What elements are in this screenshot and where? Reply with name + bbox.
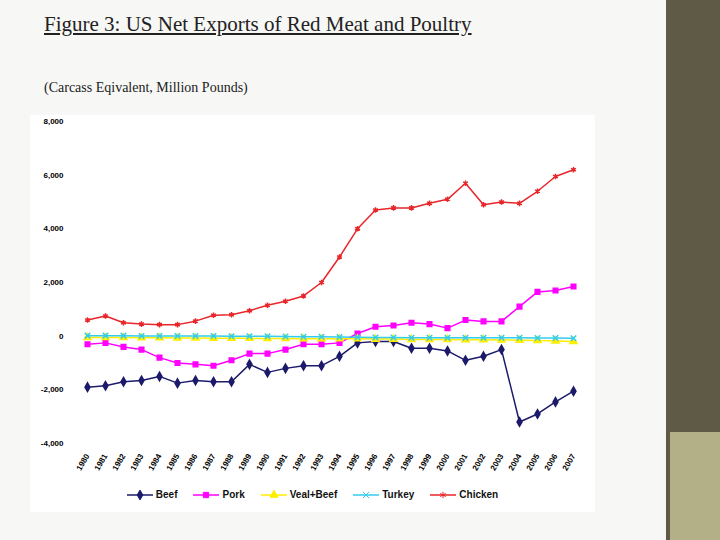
svg-text:2001: 2001: [453, 452, 470, 472]
html-text:Veal+Beef: Veal+Beef: [289, 489, 338, 500]
svg-text:2003: 2003: [489, 452, 506, 472]
svg-text:-4,000: -4,000: [41, 439, 64, 448]
svg-text:-2,000: -2,000: [41, 385, 64, 394]
svg-text:1981: 1981: [93, 452, 110, 472]
svg-text:1991: 1991: [273, 452, 290, 472]
html-text:Pork: Pork: [222, 489, 245, 500]
svg-text:2002: 2002: [471, 452, 488, 472]
svg-text:1985: 1985: [165, 452, 182, 472]
svg-text:2000: 2000: [435, 452, 452, 472]
svg-text:1999: 1999: [417, 452, 434, 472]
svg-text:1983: 1983: [129, 452, 146, 472]
svg-text:1997: 1997: [381, 452, 398, 472]
html-text:Figure 3: US Net Exports of Re: Figure 3: US Net Exports of Red Meat and…: [44, 12, 472, 36]
svg-text:1994: 1994: [327, 452, 344, 472]
svg-text:4,000: 4,000: [43, 224, 64, 233]
svg-text:2006: 2006: [543, 452, 560, 472]
svg-text:1986: 1986: [183, 452, 200, 472]
svg-text:2,000: 2,000: [43, 278, 64, 287]
svg-text:1987: 1987: [201, 452, 218, 472]
svg-text:1998: 1998: [399, 452, 416, 472]
html-text:Turkey: Turkey: [382, 489, 415, 500]
html-text:Beef: Beef: [155, 489, 178, 500]
svg-text:1988: 1988: [219, 452, 236, 472]
svg-text:2005: 2005: [525, 452, 542, 472]
svg-text:2004: 2004: [507, 452, 524, 472]
svg-text:8,000: 8,000: [43, 117, 64, 126]
svg-text:1980: 1980: [75, 452, 92, 472]
svg-text:0: 0: [59, 332, 64, 341]
svg-text:1990: 1990: [255, 452, 272, 472]
svg-text:2007: 2007: [561, 452, 578, 472]
svg-text:1989: 1989: [237, 452, 254, 472]
svg-text:1995: 1995: [345, 452, 362, 472]
svg-text:6,000: 6,000: [43, 171, 64, 180]
html-text:(Carcass Eqivalent, Million Po: (Carcass Eqivalent, Million Pounds): [44, 80, 248, 95]
svg-text:1992: 1992: [291, 452, 308, 472]
svg-text:1982: 1982: [111, 452, 128, 472]
svg-text:1996: 1996: [363, 452, 380, 472]
svg-text:1984: 1984: [147, 452, 164, 472]
html-text:Chicken: Chicken: [459, 489, 499, 500]
svg-text:1993: 1993: [309, 452, 326, 472]
